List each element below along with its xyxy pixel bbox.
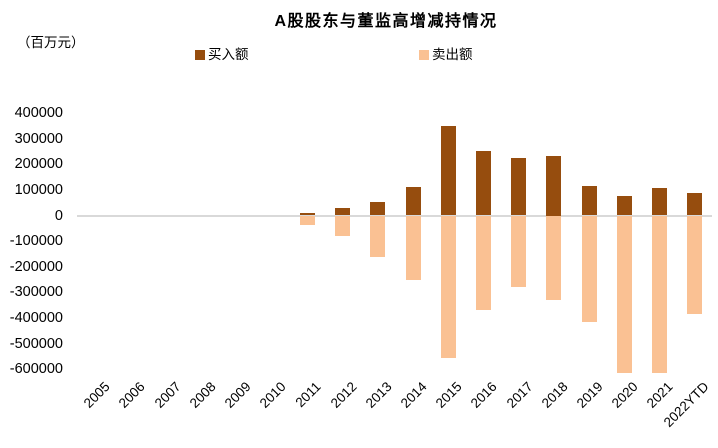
zero-gridline <box>77 214 712 217</box>
x-tick-label-2020: 2020 <box>608 379 641 411</box>
y-tick-label--100000: -100000 <box>9 233 63 250</box>
bar-sell-2013 <box>370 215 386 258</box>
y-axis-unit-label: （百万元） <box>17 35 85 50</box>
bar-sell-2012 <box>335 215 351 236</box>
bar-sell-2019 <box>581 215 597 322</box>
bar-sell-2018 <box>546 215 562 301</box>
bar-buy-2019 <box>581 185 597 216</box>
bar-buy-2014 <box>405 186 421 216</box>
x-tick-label-2016: 2016 <box>468 379 501 411</box>
y-tick-label--200000: -200000 <box>9 258 63 275</box>
x-tick-label-2012: 2012 <box>327 379 360 411</box>
legend-label-buy: 买入额 <box>208 47 249 62</box>
y-tick-label--400000: -400000 <box>9 310 63 326</box>
legend-item-sell: 卖出额 <box>419 48 473 61</box>
bar-buy-2012 <box>335 207 351 216</box>
y-tick-label-0: 0 <box>54 207 63 224</box>
chart-title: A股股东与董监高增减持情况 <box>274 13 498 30</box>
y-tick-label-300000: 300000 <box>14 130 63 147</box>
y-tick-label-100000: 100000 <box>14 181 63 198</box>
x-tick-label-2017: 2017 <box>503 379 536 411</box>
bar-sell-2021 <box>651 215 667 374</box>
y-tick-label-200000: 200000 <box>14 156 63 173</box>
bar-buy-2022YTD <box>687 193 703 216</box>
bar-sell-2014 <box>405 215 421 280</box>
bar-buy-2015 <box>440 125 456 216</box>
bar-buy-2020 <box>616 195 632 216</box>
y-tick-label--300000: -300000 <box>9 284 63 301</box>
bar-sell-2017 <box>511 215 527 288</box>
y-tick-label--500000: -500000 <box>9 335 63 352</box>
x-tick-label-2014: 2014 <box>397 379 430 411</box>
bar-sell-2011 <box>299 215 315 225</box>
bar-sell-2016 <box>475 215 491 311</box>
bar-buy-2018 <box>546 155 562 216</box>
y-tick-label-400000: 400000 <box>14 105 63 121</box>
legend-label-sell: 卖出额 <box>432 47 473 62</box>
y-tick-label--600000: -600000 <box>9 361 63 378</box>
x-tick-label-2021: 2021 <box>644 379 677 411</box>
bar-sell-2022YTD <box>687 215 703 314</box>
legend-item-buy: 买入额 <box>195 48 249 61</box>
bar-sell-2020 <box>616 215 632 374</box>
bar-buy-2016 <box>475 150 491 216</box>
x-tick-label-2011: 2011 <box>292 379 325 411</box>
bar-buy-2017 <box>511 158 527 216</box>
x-tick-label-2013: 2013 <box>362 379 395 411</box>
x-tick-label-2010: 2010 <box>256 379 289 411</box>
bar-buy-2021 <box>651 188 667 216</box>
x-tick-label-2015: 2015 <box>432 379 465 411</box>
x-tick-label-2008: 2008 <box>186 379 219 411</box>
bar-sell-2015 <box>440 215 456 358</box>
x-tick-label-2018: 2018 <box>538 379 571 411</box>
bar-buy-2013 <box>370 201 386 216</box>
x-tick-label-2019: 2019 <box>573 379 606 411</box>
legend-swatch-sell-icon <box>419 49 429 60</box>
x-tick-label-2005: 2005 <box>80 379 113 411</box>
bar-buy-2011 <box>299 212 315 216</box>
x-tick-label-2006: 2006 <box>116 379 149 411</box>
legend-swatch-buy-icon <box>195 49 205 60</box>
x-tick-label-2009: 2009 <box>221 379 254 411</box>
x-tick-label-2007: 2007 <box>151 379 184 411</box>
